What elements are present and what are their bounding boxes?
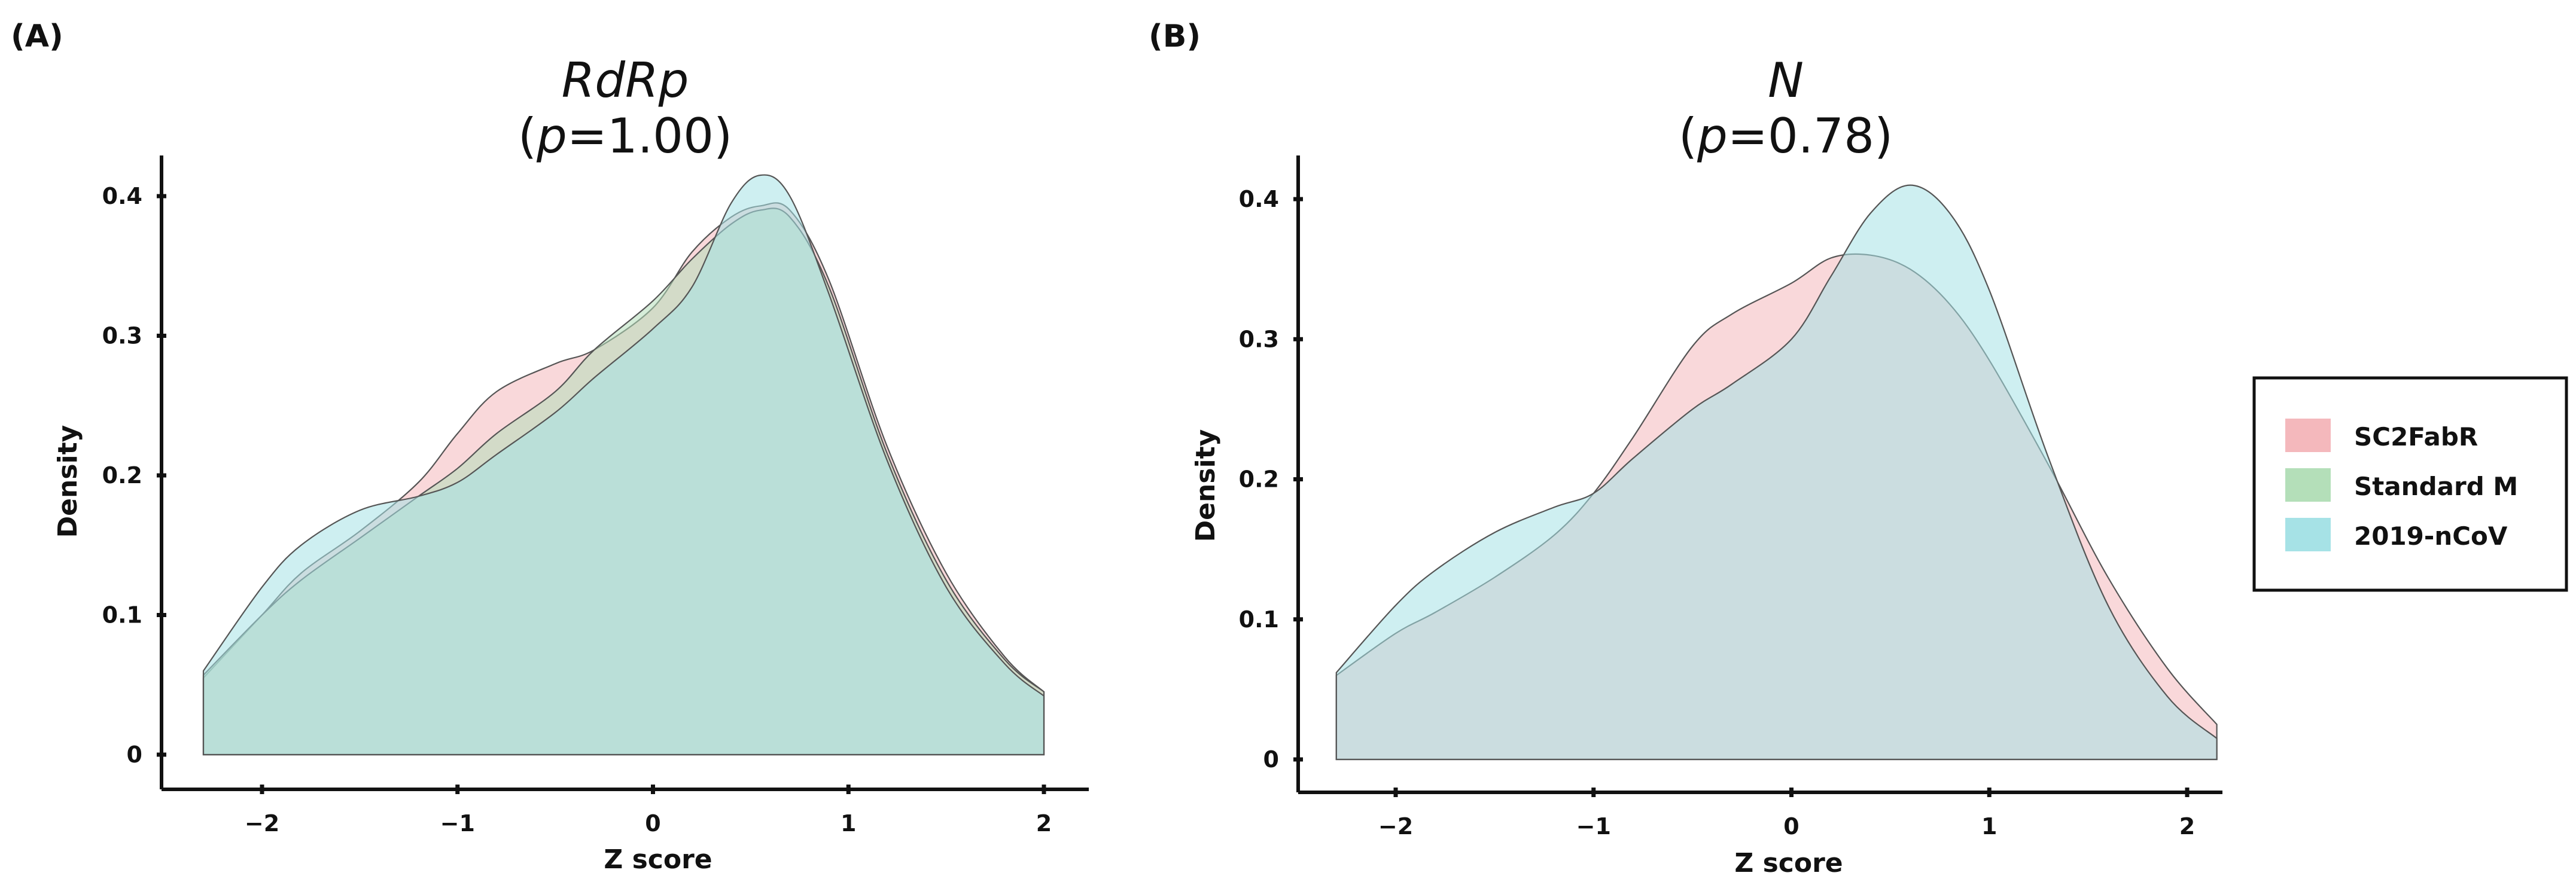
panel-b-title-rest: =0.78) [1728,108,1893,164]
legend-label-standard-m: Standard M [2354,472,2518,501]
panel-b-x-tick-label: −2 [1378,813,1413,840]
panel-a-title-stat: (p=1.00) [518,108,732,164]
panel-a-x-tick-label: 0 [645,810,660,837]
legend-label-2019-ncov: 2019-nCoV [2354,521,2508,551]
legend-swatch-standard-m [2285,468,2331,502]
panel-b-x-axis-label: Z score [1734,848,1843,878]
panel-b-title-stat: (p=0.78) [1679,108,1893,164]
panel-a-y-tick-label: 0.3 [102,323,142,349]
panel-a-x-tick-label: 2 [1036,810,1052,837]
panel-b-title-gene: N [1768,53,1804,108]
panel-b-x-tick-label: 2 [2179,813,2195,840]
panel-a-y-tick-label: 0 [127,741,142,768]
panel-a-title-rest: =1.00) [567,108,732,164]
panel-a-x-axis-label: Z score [604,844,712,875]
panel-b-title-p: p [1697,108,1728,164]
panel-b-density-2019-ncov [1335,184,2218,761]
panel-a-axes: −2 −1 0 1 2 0 0.1 0.2 0.3 0.4 [102,155,1089,837]
panel-a-tag: (A) [11,19,63,54]
panel-b-y-tick-label: 0 [1263,746,1279,773]
legend: SC2FabR Standard M 2019-nCoV [2252,376,2568,592]
panel-a-title-open: ( [518,108,537,164]
panel-a-x-tick-label: −1 [440,810,475,837]
panel-a-title-gene: RdRp [562,53,689,108]
panel-b-y-tick-label: 0.1 [1239,606,1279,633]
panel-a-x-tick-label: 1 [841,810,856,837]
panel-b-areas [1335,184,2218,761]
panel-b-y-tick-label: 0.3 [1239,326,1279,352]
legend-label-sc2fabr: SC2FabR [2354,422,2478,451]
panel-a-chart: RdRp (p=1.00) −2 −1 0 1 2 0 0.1 0.2 0.3 0.4 Z sco… [53,53,1089,875]
panel-a-y-tick-label: 0.4 [102,183,142,209]
panel-b-title-open: ( [1679,108,1697,164]
panel-b-y-tick-label: 0.2 [1239,466,1279,493]
panel-a-areas [202,174,1045,756]
panel-b-x-tick-label: 1 [1981,813,1997,840]
legend-swatch-sc2fabr [2285,419,2331,452]
panel-b-tag: (B) [1149,19,1201,54]
legend-swatch-2019-ncov [2285,518,2331,551]
panel-a-y-axis-label: Density [53,425,83,538]
panel-b-chart: N (p=0.78) −2 −1 0 1 200.10.20.30.4 Z score … [1190,53,2222,878]
panel-b-y-axis-label: Density [1190,429,1221,542]
panel-b-x-tick-label: 0 [1783,813,1799,840]
panel-a-y-tick-label: 0.2 [102,462,142,489]
panel-a-title-p: p [536,108,567,164]
panel-a-x-tick-label: −2 [245,810,279,837]
panel-b-y-tick-label: 0.4 [1239,186,1279,212]
panel-b-axes: −2 −1 0 1 2 0 0.1 0.2 0.3 0.4 [1239,155,2222,840]
panel-a-density-2019-ncov [202,174,1045,756]
panel-a-y-tick-label: 0.1 [102,602,142,628]
panel-b-x-tick-label: −1 [1576,813,1611,840]
